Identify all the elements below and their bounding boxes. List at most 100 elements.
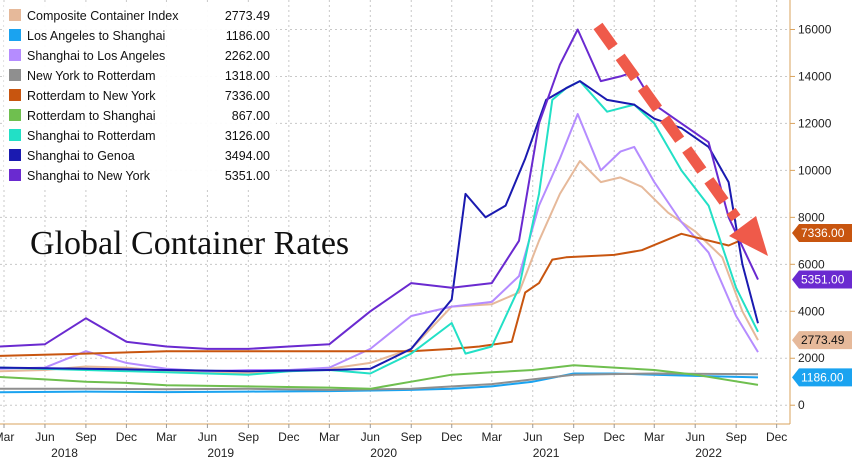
value-tag: 5351.00: [792, 270, 852, 289]
y-tick-label: 0: [798, 398, 805, 412]
series-line-shanghai-to-los-angeles: [0, 113, 759, 373]
x-tick-label: Jun: [198, 430, 217, 444]
value-tag: 1186.00: [792, 368, 852, 387]
legend-last-value: 5351.00: [225, 169, 270, 183]
x-tick-label: Mar: [0, 430, 14, 444]
legend-series-name: Shanghai to Rotterdam: [27, 129, 156, 143]
legend-swatch: [9, 9, 21, 21]
value-tag-box: [792, 270, 852, 289]
y-axis-right: 0 2000 4000 6000 8000 10000 12000 14000 16000: [789, 0, 832, 424]
y-tick-label: 14000: [798, 69, 832, 83]
x-year-label: 2020: [370, 446, 397, 460]
legend-swatch: [9, 49, 21, 61]
x-tick-label: Sep: [563, 430, 585, 444]
legend-swatch: [9, 69, 21, 81]
value-tag-label: 5351.00: [801, 273, 845, 287]
legend-item: Los Angeles to Shanghai 1186.00: [9, 29, 270, 43]
legend-item: New York to Rotterdam 1318.00: [9, 69, 270, 83]
legend-last-value: 7336.00: [225, 89, 270, 103]
x-tick-label: Dec: [604, 430, 625, 444]
legend-swatch: [9, 109, 21, 121]
legend-series-name: Rotterdam to New York: [27, 89, 156, 103]
x-tick-label: Jun: [523, 430, 542, 444]
y-tick-label: 12000: [798, 116, 832, 130]
series-line-shanghai-to-genoa: [0, 80, 759, 373]
legend-swatch: [9, 169, 21, 181]
legend-item: Shanghai to New York 5351.00: [9, 169, 270, 183]
legend-series-name: Rotterdam to Shanghai: [27, 109, 156, 123]
x-axis: Mar Jun Sep Dec Mar Jun Sep Dec Mar Jun Sep Dec Mar J…: [0, 423, 790, 460]
x-tick-label: Mar: [319, 430, 340, 444]
legend-box: [4, 2, 276, 188]
value-tag-label: 7336.00: [801, 226, 845, 240]
legend-series-name: Composite Container Index: [27, 9, 179, 23]
series-line-shanghai-to-rotterdam: [0, 80, 759, 376]
legend-swatch: [9, 129, 21, 141]
value-tag-label: 2773.49: [801, 333, 845, 347]
y-tick-label: 8000: [798, 210, 825, 224]
legend-item: Rotterdam to Shanghai 867.00: [9, 109, 270, 123]
x-tick-label: Jun: [686, 430, 705, 444]
arrow-shaft: [593, 22, 741, 222]
legend-last-value: 1186.00: [226, 29, 270, 43]
x-tick-label: Dec: [278, 430, 299, 444]
series-line-rotterdam-to-new-york: [0, 231, 759, 357]
value-tag: 7336.00: [792, 223, 852, 242]
value-tag: 2773.49: [792, 331, 852, 350]
x-year-label: 2022: [695, 446, 722, 460]
x-tick-label: Sep: [75, 430, 97, 444]
legend-series-name: Shanghai to New York: [27, 169, 151, 183]
legend-item: Rotterdam to New York 7336.00: [9, 89, 270, 103]
x-tick-label: Sep: [238, 430, 260, 444]
series-line-rotterdam-to-shanghai: [0, 364, 759, 390]
legend-last-value: 2773.49: [225, 9, 270, 23]
legend-swatch: [9, 89, 21, 101]
downtrend-arrow: [593, 22, 768, 256]
x-year-label: 2019: [207, 446, 234, 460]
x-tick-label: Sep: [401, 430, 423, 444]
legend-series-name: Shanghai to Los Angeles: [27, 49, 165, 63]
legend-series-name: New York to Rotterdam: [27, 69, 156, 83]
value-tag-box: [792, 368, 852, 387]
value-tag-label: 1186.00: [801, 370, 844, 384]
value-tag-box: [792, 331, 852, 350]
x-year-label: 2018: [51, 446, 78, 460]
chart-title: Global Container Rates: [30, 225, 349, 262]
x-tick-label: Mar: [156, 430, 177, 444]
last-value-tags: 7336.00 5351.00 2773.49 1186.00: [792, 223, 852, 387]
x-year-label: 2021: [533, 446, 560, 460]
legend-swatch: [9, 29, 21, 41]
x-tick-label: Dec: [116, 430, 137, 444]
legend-series-name: Shanghai to Genoa: [27, 149, 135, 163]
legend-last-value: 3494.00: [225, 149, 270, 163]
legend-last-value: 1318.00: [225, 69, 270, 83]
legend-item: Composite Container Index 2773.49: [9, 9, 270, 23]
legend-item: Shanghai to Rotterdam 3126.00: [9, 129, 270, 143]
legend-series-name: Los Angeles to Shanghai: [27, 29, 165, 43]
value-tag-box: [792, 223, 852, 242]
y-tick-label: 2000: [798, 351, 825, 365]
legend-last-value: 867.00: [232, 109, 270, 123]
legend: Composite Container Index 2773.49 Los Ange…: [4, 2, 276, 188]
series-line-new-york-to-rotterdam: [0, 372, 759, 391]
x-tick-label: Jun: [35, 430, 54, 444]
y-tick-label: 10000: [798, 163, 832, 177]
series-line-composite-container-index: [0, 160, 759, 374]
y-tick-label: 16000: [798, 22, 832, 36]
legend-swatch: [9, 149, 21, 161]
legend-last-value: 3126.00: [225, 129, 270, 143]
legend-last-value: 2262.00: [225, 49, 270, 63]
arrow-head: [729, 216, 768, 256]
x-tick-label: Dec: [441, 430, 462, 444]
x-tick-label: Mar: [644, 430, 665, 444]
y-tick-label: 6000: [798, 257, 825, 271]
x-tick-label: Jun: [361, 430, 380, 444]
x-tick-label: Dec: [766, 430, 787, 444]
y-tick-label: 4000: [798, 304, 825, 318]
x-tick-label: Mar: [481, 430, 502, 444]
series-lines: [0, 28, 759, 394]
legend-item: Shanghai to Los Angeles 2262.00: [9, 49, 270, 63]
x-tick-label: Sep: [725, 430, 747, 444]
legend-item: Shanghai to Genoa 3494.00: [9, 149, 270, 163]
